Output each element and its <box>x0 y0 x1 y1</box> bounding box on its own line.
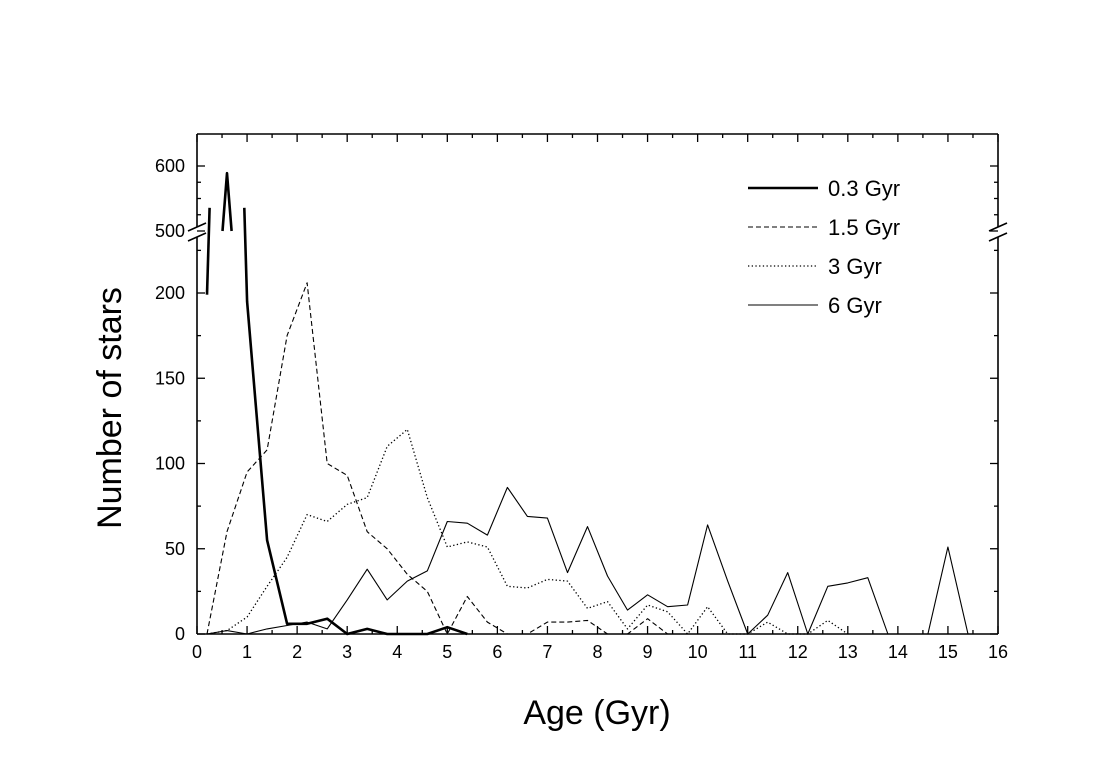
x-tick-label: 6 <box>492 642 502 662</box>
series-line <box>206 282 668 635</box>
series-line <box>243 207 468 636</box>
series-layer <box>205 171 969 636</box>
y-axis-title: Number of stars <box>91 287 129 529</box>
series-thick-solid <box>205 171 468 636</box>
x-tick-label: 13 <box>838 642 858 662</box>
legend-label: 0.3 Gyr <box>828 176 900 201</box>
break-mark <box>988 222 1008 232</box>
x-tick-label: 9 <box>643 642 653 662</box>
x-tick-label: 15 <box>938 642 958 662</box>
x-tick-label: 7 <box>542 642 552 662</box>
x-tick-label: 12 <box>788 642 808 662</box>
y-tick-label: 600 <box>155 156 185 176</box>
series-line <box>206 428 849 635</box>
series-dotted <box>206 428 849 635</box>
series-line <box>205 207 211 295</box>
series-thin-solid <box>206 486 969 635</box>
legend-label: 1.5 Gyr <box>828 215 900 240</box>
x-tick-label: 8 <box>592 642 602 662</box>
plot-frame <box>196 133 999 635</box>
series-line <box>221 171 233 232</box>
x-tick-label: 14 <box>888 642 908 662</box>
x-tick-label: 1 <box>242 642 252 662</box>
x-tick-label: 10 <box>688 642 708 662</box>
y-tick-label: 50 <box>165 539 185 559</box>
x-tick-label: 5 <box>442 642 452 662</box>
series-line <box>206 486 969 635</box>
y-tick-label: 500 <box>155 221 185 241</box>
break-mark <box>988 232 1008 242</box>
y-tick-label: 200 <box>155 283 185 303</box>
legend-label: 3 Gyr <box>828 254 882 279</box>
legend: 0.3 Gyr 1.5 Gyr 3 Gyr 6 Gyr <box>748 176 900 318</box>
break-mark <box>187 232 207 242</box>
x-tick-label: 16 <box>988 642 1008 662</box>
axis-break-marks <box>187 222 1008 242</box>
x-axis-title: Age (Gyr) <box>523 694 670 732</box>
break-mark <box>187 222 207 232</box>
y-tick-label: 150 <box>155 368 185 388</box>
x-tick-label: 4 <box>392 642 402 662</box>
y-tick-label: 0 <box>175 624 185 644</box>
legend-label: 6 Gyr <box>828 293 882 318</box>
series-dashed <box>206 282 668 635</box>
x-tick-label: 3 <box>342 642 352 662</box>
y-tick-label: 100 <box>155 454 185 474</box>
x-tick-label: 11 <box>738 642 757 662</box>
ticks-layer: 0 1 2 3 4 5 6 7 8 9 10 11 12 13 14 15 160501001502005006… <box>155 134 1008 662</box>
x-tick-label: 2 <box>292 642 302 662</box>
x-tick-label: 0 <box>192 642 202 662</box>
